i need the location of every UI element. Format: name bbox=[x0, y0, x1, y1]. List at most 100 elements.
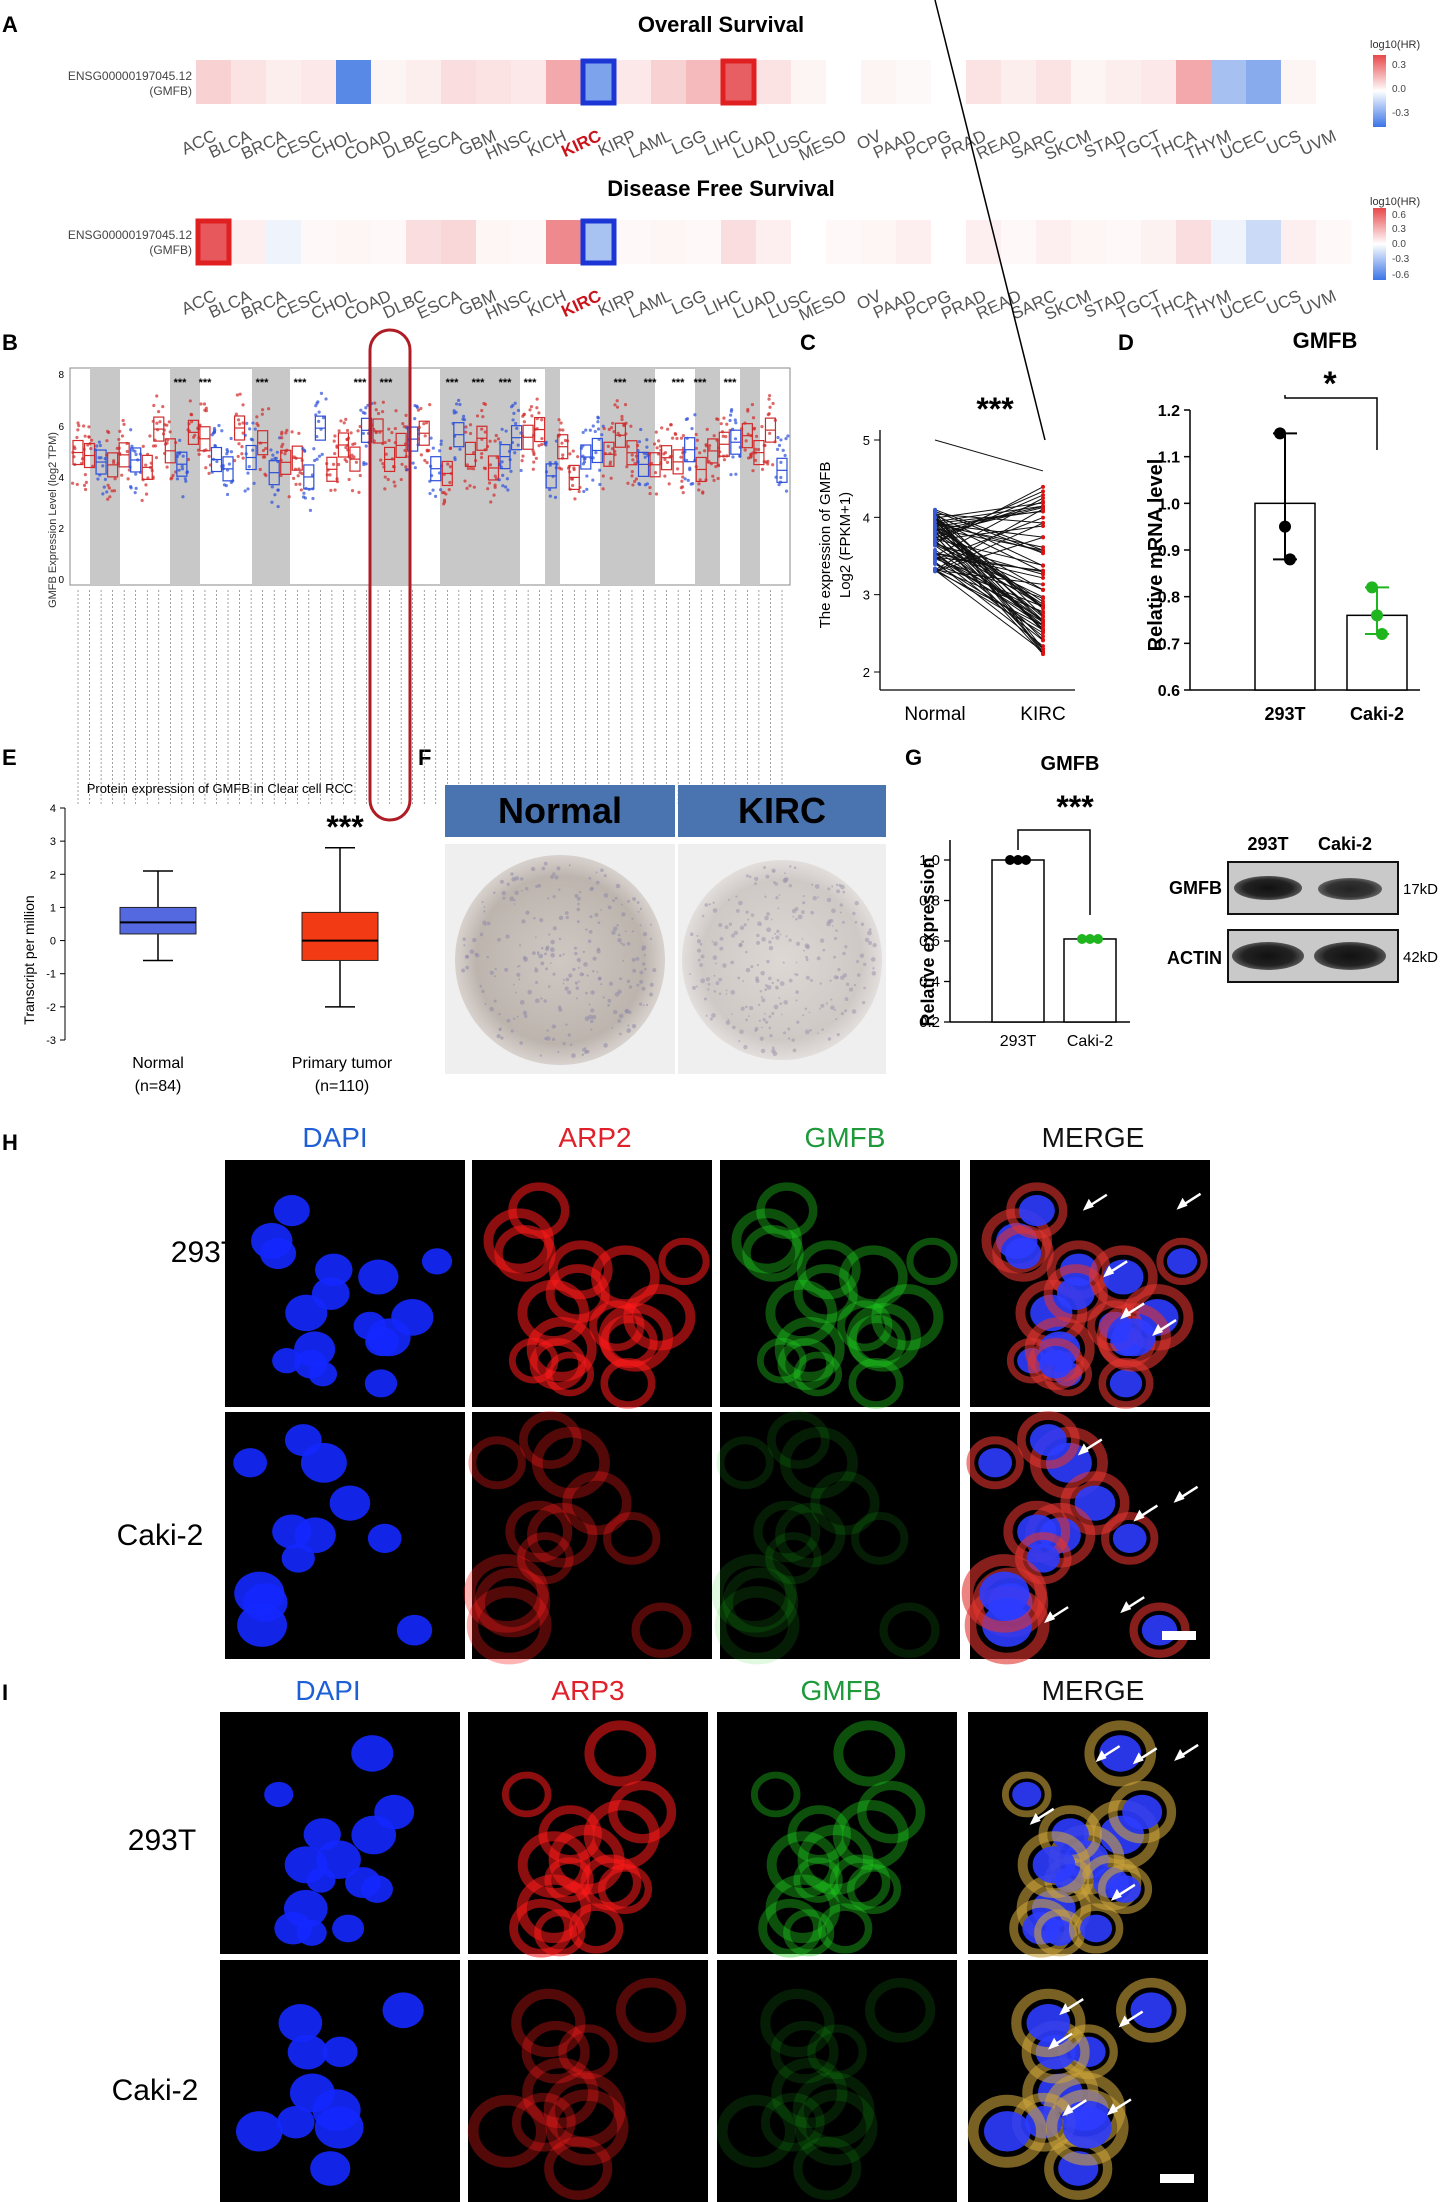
f-texture-dot bbox=[833, 1008, 837, 1011]
g-ylabel: Relative expression bbox=[918, 857, 938, 1026]
f-texture-dot bbox=[855, 959, 860, 964]
b-point bbox=[607, 427, 611, 431]
nucleus bbox=[294, 1349, 328, 1379]
b-point bbox=[544, 443, 548, 447]
b-stars: *** bbox=[354, 377, 368, 389]
nucleus bbox=[272, 1514, 312, 1549]
merge-signal bbox=[1129, 1602, 1190, 1658]
b-point bbox=[167, 420, 171, 424]
b-point bbox=[161, 404, 165, 409]
b-point bbox=[560, 441, 564, 445]
micrograph-panel bbox=[717, 1712, 957, 1954]
panel-letter-c: C bbox=[800, 330, 816, 355]
f-texture-dot bbox=[805, 975, 810, 980]
b-point bbox=[235, 393, 240, 397]
os-legend-bar bbox=[1373, 55, 1386, 127]
b-point bbox=[645, 482, 649, 486]
cytoplasm-signal bbox=[531, 1426, 610, 1499]
f-texture-dot bbox=[820, 1003, 825, 1008]
f-texture-dot bbox=[697, 958, 701, 962]
f-texture-dot bbox=[794, 973, 796, 976]
f-texture-dot bbox=[696, 934, 699, 937]
b-point bbox=[733, 437, 738, 441]
f-texture-dot bbox=[764, 988, 768, 991]
heatmap-cell bbox=[511, 60, 547, 104]
b-point bbox=[698, 478, 702, 482]
f-texture-dot bbox=[772, 1051, 778, 1057]
b-point bbox=[585, 487, 589, 491]
b-point bbox=[516, 408, 521, 413]
panel-i: DAPI ARP3 GMFB MERGE 293T Caki-2 bbox=[112, 1675, 1208, 2202]
b-point bbox=[75, 435, 79, 440]
b-point bbox=[631, 458, 635, 462]
b-point bbox=[133, 449, 137, 453]
f-texture-dot bbox=[703, 997, 707, 1001]
b-point bbox=[501, 473, 505, 477]
c-ylabel-1: The expression of GMFB bbox=[817, 462, 834, 629]
c-kirc-point bbox=[1041, 545, 1045, 550]
b-point bbox=[148, 434, 152, 438]
f-texture-dot bbox=[732, 1025, 736, 1030]
b-point bbox=[715, 417, 719, 421]
f-texture-dot bbox=[835, 929, 838, 932]
b-point bbox=[248, 427, 252, 431]
nucleus bbox=[396, 1614, 433, 1646]
b-point bbox=[594, 450, 598, 455]
nucleus bbox=[315, 1253, 353, 1287]
f-texture-dot bbox=[819, 1007, 822, 1010]
f-texture-dot bbox=[585, 991, 588, 995]
f-texture-dot bbox=[575, 986, 580, 990]
b-point bbox=[419, 406, 423, 411]
c-paired-lines bbox=[933, 439, 1045, 657]
e-tick-label: -1 bbox=[46, 969, 56, 981]
b-point bbox=[297, 431, 301, 435]
b-point bbox=[256, 423, 260, 428]
dfs-gene-sym: (GMFB) bbox=[149, 243, 192, 257]
b-point bbox=[480, 408, 484, 413]
b-point bbox=[75, 482, 79, 487]
c-kirc-point bbox=[1041, 520, 1045, 525]
nucleus bbox=[284, 1424, 322, 1457]
e-xlabel-tumor: Primary tumor bbox=[292, 1055, 393, 1072]
b-point bbox=[204, 406, 208, 410]
b-point bbox=[171, 473, 175, 477]
b-point bbox=[444, 492, 448, 496]
b-point bbox=[500, 427, 504, 431]
f-texture-dot bbox=[558, 888, 561, 891]
cytoplasm-signal bbox=[810, 1471, 880, 1536]
f-texture-dot bbox=[620, 942, 623, 945]
panel-e: Protein expression of GMFB in Clear cell… bbox=[21, 781, 393, 1095]
f-texture-dot bbox=[778, 997, 781, 999]
nucleus bbox=[303, 1818, 341, 1851]
b-point bbox=[602, 426, 606, 431]
c-pair-line bbox=[934, 534, 1044, 655]
cytoplasm-signal bbox=[832, 1799, 909, 1871]
f-texture-dot bbox=[743, 923, 747, 927]
cytoplasm-signal bbox=[568, 1903, 624, 1954]
b-point bbox=[704, 443, 708, 447]
f-texture-dot bbox=[699, 943, 703, 946]
b-point bbox=[154, 456, 159, 460]
f-texture-dot bbox=[592, 970, 595, 973]
b-point bbox=[588, 428, 592, 432]
f-texture-dot bbox=[628, 985, 633, 989]
f-texture-dot bbox=[576, 957, 582, 963]
f-texture-dot bbox=[598, 976, 602, 980]
f-texture-dot bbox=[792, 915, 795, 918]
f-texture-dot bbox=[557, 1005, 562, 1009]
os-legend-tick: -0.3 bbox=[1392, 108, 1410, 119]
f-texture-dot bbox=[620, 903, 623, 906]
f-texture-dot bbox=[552, 895, 556, 899]
b-point bbox=[681, 475, 685, 479]
f-texture-dot bbox=[486, 921, 491, 926]
b-point bbox=[634, 477, 639, 481]
cytoplasm-signal bbox=[857, 1780, 926, 1844]
b-point bbox=[180, 467, 185, 471]
f-texture-dot bbox=[854, 920, 858, 924]
b-point bbox=[260, 408, 265, 412]
f-texture-dot bbox=[603, 1043, 608, 1048]
f-texture-dot bbox=[707, 988, 710, 991]
b-point bbox=[237, 442, 241, 446]
f-texture-dot bbox=[590, 886, 594, 891]
